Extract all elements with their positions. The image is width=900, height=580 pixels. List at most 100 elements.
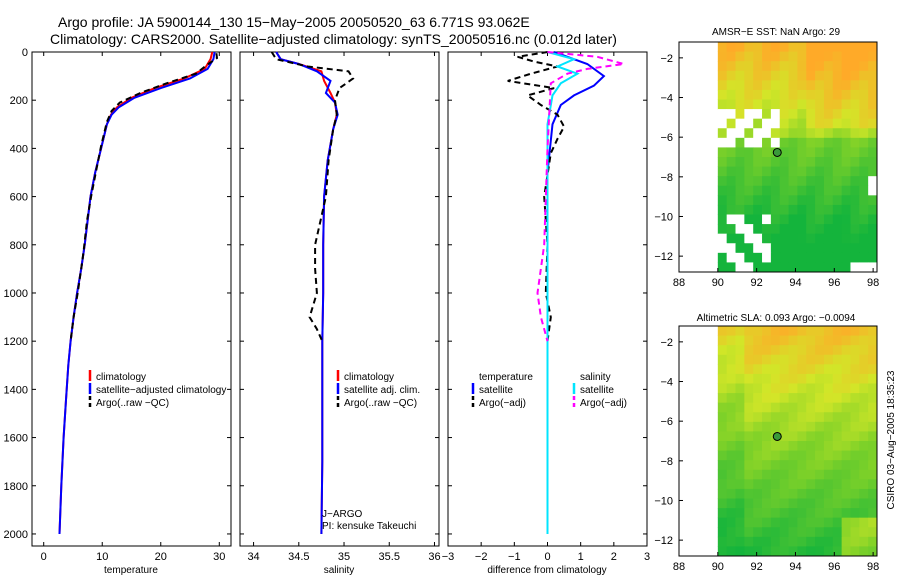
map-cell: [797, 42, 807, 52]
map-cell: [788, 128, 798, 139]
map-cell: [762, 508, 772, 519]
map-cell: [717, 61, 728, 72]
map-cell: [788, 166, 798, 177]
map-cell: [806, 109, 816, 120]
map-cell: [832, 224, 843, 235]
map-cell: [823, 412, 834, 423]
map-cell: [717, 527, 728, 538]
map-cell: [868, 488, 878, 499]
legend-label-temp-argo: Argo(−adj): [479, 398, 526, 409]
x-tick-label: 0: [544, 551, 550, 563]
map-cell: [850, 109, 860, 120]
map-cell: [850, 70, 860, 81]
map-cell: [717, 214, 728, 225]
map-cell: [841, 441, 851, 451]
map-cell: [841, 61, 851, 72]
map-cell: [717, 364, 728, 375]
map-cell: [823, 195, 834, 206]
map-cell: [779, 498, 789, 509]
map-cell: [717, 498, 728, 509]
map-cell: [788, 364, 798, 375]
map-cell: [832, 326, 843, 336]
map-cell: [779, 128, 789, 139]
x-tick-label: −1: [508, 551, 521, 563]
map-cell: [779, 364, 789, 375]
map-cell: [770, 536, 781, 547]
map-cell: [868, 61, 878, 72]
map-cell: [806, 450, 816, 461]
map-cell: [779, 224, 789, 235]
map-cell: [797, 99, 807, 110]
legend-label-salinity: salinity: [580, 372, 611, 383]
map-cell: [788, 214, 798, 225]
map-cell: [841, 185, 851, 196]
map-cell: [850, 42, 860, 52]
map-cell: [717, 147, 728, 158]
map-cell: [815, 345, 825, 356]
map-cell: [797, 233, 807, 244]
map-cell: [744, 252, 754, 263]
map-cell: [823, 42, 834, 52]
map-x-tick-label: 98: [867, 561, 879, 573]
map-cell: [850, 345, 860, 356]
map-cell: [779, 233, 789, 244]
map-cell: [735, 243, 745, 254]
map-cell: [832, 517, 843, 528]
map-cell: [815, 89, 825, 100]
map-cell: [797, 488, 807, 499]
map-cell: [815, 383, 825, 394]
map-cell: [717, 252, 728, 263]
map-cell: [762, 252, 772, 263]
map-cell: [779, 527, 789, 538]
map-cell: [823, 118, 834, 129]
map-cell: [762, 441, 772, 451]
map-cell: [753, 89, 763, 100]
map-cell: [779, 147, 789, 158]
map-cell: [753, 109, 763, 120]
map-cell: [744, 147, 754, 158]
map-cell: [797, 373, 807, 384]
map-cell: [815, 137, 825, 148]
map-cell: [850, 402, 860, 413]
map-cell: [868, 450, 878, 461]
map-cell: [770, 252, 781, 263]
map-cell: [717, 431, 728, 442]
map-cell: [832, 469, 843, 480]
map-cell: [717, 42, 728, 52]
x-tick-label: 34.5: [288, 551, 309, 563]
map-cell: [735, 166, 745, 177]
map-cell: [806, 431, 816, 442]
map-cell: [841, 137, 851, 148]
map-x-tick-label: 90: [712, 561, 724, 573]
map-cell: [850, 157, 860, 167]
map-cell: [762, 61, 772, 72]
map-cell: [770, 450, 781, 461]
map-cell: [815, 99, 825, 110]
map-frame: [678, 41, 878, 273]
map-cell: [762, 109, 772, 120]
map-cell: [859, 536, 869, 547]
map-cell: [779, 118, 789, 129]
map-cell: [850, 373, 860, 384]
map-cell: [735, 224, 745, 235]
map-cell: [823, 450, 834, 461]
map-cell: [859, 80, 869, 91]
map-cell: [735, 233, 745, 244]
map-cell: [797, 80, 807, 91]
map-cell: [832, 479, 843, 490]
map-frame: [678, 325, 878, 557]
map-cell: [770, 441, 781, 451]
map-cell: [832, 354, 843, 365]
map-cell: [770, 109, 781, 120]
map-cell: [762, 118, 772, 129]
map-cell: [735, 441, 745, 451]
map-cell: [753, 335, 763, 346]
map-cell: [868, 118, 878, 129]
map-cell: [823, 80, 834, 91]
map-y-tick-label: −4: [660, 377, 673, 389]
map-cell: [770, 233, 781, 244]
map-cell: [726, 373, 736, 384]
map-cell: [823, 70, 834, 81]
map-cell: [850, 99, 860, 110]
map-cell: [770, 479, 781, 490]
